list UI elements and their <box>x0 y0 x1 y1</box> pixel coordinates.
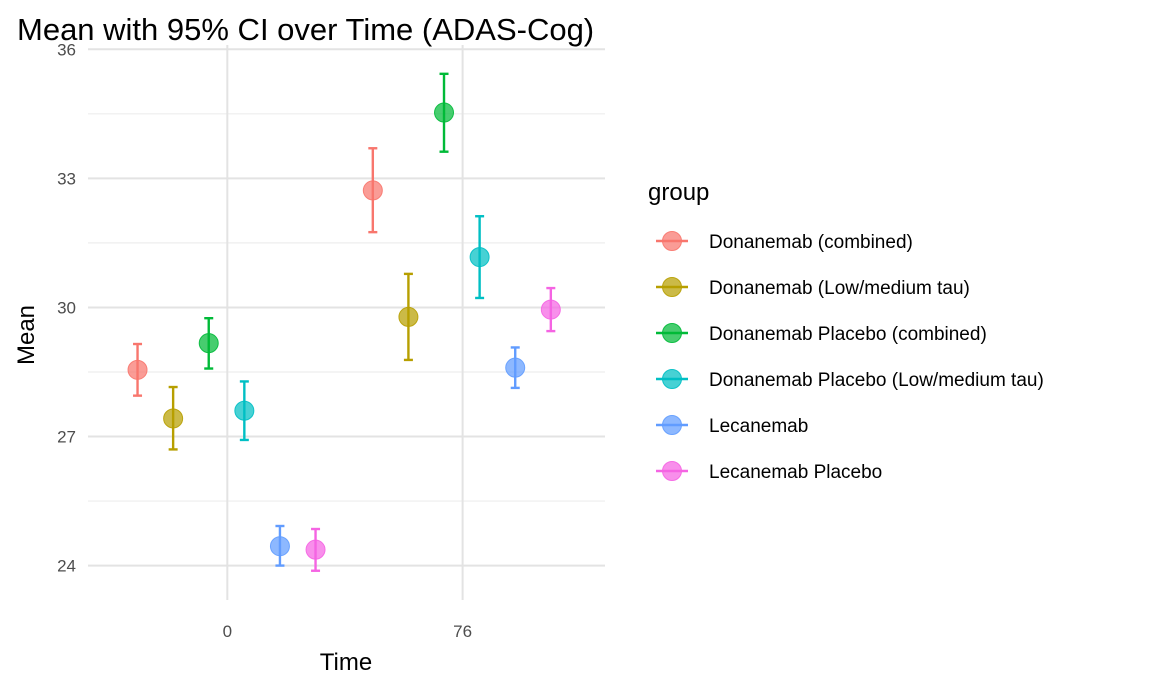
legend[interactable]: group Donanemab (combined) Donanemab (Low… <box>648 179 1044 483</box>
data-point-group <box>127 342 148 397</box>
x-tick-label: 0 <box>223 622 232 641</box>
legend-key-point <box>662 369 682 389</box>
data-point[interactable] <box>163 408 184 429</box>
chart-title: Mean with 95% CI over Time (ADAS-Cog) <box>17 12 594 47</box>
y-tick-label: 27 <box>57 428 76 447</box>
y-tick-label: 36 <box>57 40 76 59</box>
legend-label: Donanemab (Low/medium tau) <box>709 278 970 299</box>
legend-key-point <box>662 323 682 343</box>
y-tick-label: 30 <box>57 298 76 317</box>
data-point-group <box>540 286 561 333</box>
legend-key-point <box>662 461 682 481</box>
legend-item[interactable]: Donanemab (Low/medium tau) <box>656 277 970 300</box>
data-point[interactable] <box>127 359 148 380</box>
legend-label: Donanemab (combined) <box>709 232 913 253</box>
data-marks <box>127 72 561 572</box>
data-point-group <box>305 527 326 572</box>
data-point-group <box>469 215 490 300</box>
data-point[interactable] <box>505 357 526 378</box>
data-point[interactable] <box>198 333 219 354</box>
legend-title: group <box>648 179 709 206</box>
grid <box>88 45 605 600</box>
legend-item[interactable]: Donanemab (combined) <box>656 231 913 254</box>
legend-key-point <box>662 415 682 435</box>
legend-label: Lecanemab Placebo <box>709 462 882 483</box>
legend-item[interactable]: Lecanemab <box>656 415 808 438</box>
data-point-group <box>269 524 290 567</box>
legend-item[interactable]: Lecanemab Placebo <box>656 461 882 484</box>
legend-label: Lecanemab <box>709 416 808 437</box>
data-point-group <box>398 272 419 362</box>
data-point-group <box>434 72 455 153</box>
data-point[interactable] <box>362 180 383 201</box>
legend-item[interactable]: Donanemab Placebo (combined) <box>656 323 987 346</box>
y-axis-title: Mean <box>13 305 40 365</box>
x-tick-label: 76 <box>453 622 472 641</box>
legend-key-point <box>662 277 682 297</box>
y-tick-label: 24 <box>57 557 76 576</box>
legend-key-point <box>662 231 682 251</box>
x-axis-title: Time <box>320 649 372 676</box>
data-point[interactable] <box>305 539 326 560</box>
data-point[interactable] <box>540 299 561 320</box>
tick-labels: 24 27 30 33 36 0 76 <box>57 40 472 641</box>
data-point-group <box>505 346 526 390</box>
data-point[interactable] <box>469 247 490 268</box>
data-point[interactable] <box>234 400 255 421</box>
data-point-group <box>234 380 255 442</box>
data-point-group <box>163 385 184 451</box>
data-point-group <box>198 316 219 370</box>
data-point[interactable] <box>398 306 419 327</box>
legend-item[interactable]: Donanemab Placebo (Low/medium tau) <box>656 369 1044 392</box>
legend-label: Donanemab Placebo (combined) <box>709 324 987 345</box>
y-tick-label: 33 <box>57 169 76 188</box>
data-point[interactable] <box>269 536 290 557</box>
data-point[interactable] <box>434 102 455 123</box>
data-point-group <box>362 147 383 234</box>
legend-label: Donanemab Placebo (Low/medium tau) <box>709 370 1044 391</box>
